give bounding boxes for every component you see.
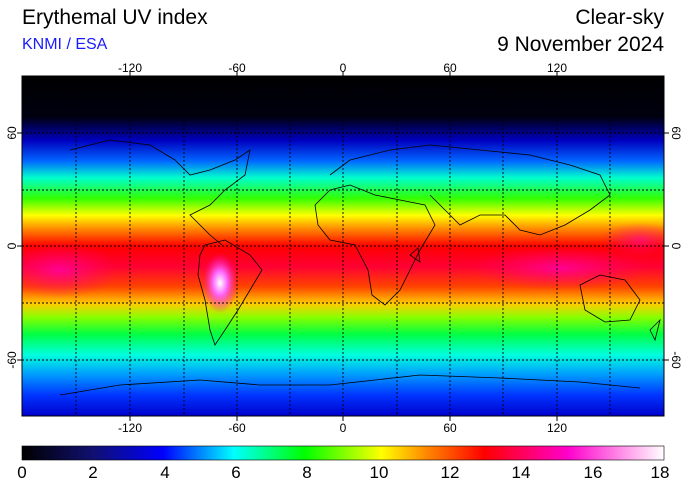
lat-label-left: 0 <box>5 242 19 250</box>
colorbar-label: 2 <box>88 463 98 482</box>
lon-label-top: 60 <box>443 61 457 75</box>
axis-ticks <box>17 71 669 421</box>
colorbar-label: 18 <box>650 463 670 482</box>
lon-label-top: -60 <box>228 61 246 75</box>
lon-label-bottom: 120 <box>546 421 568 435</box>
credit-label: KNMI / ESA <box>22 36 108 53</box>
lon-label-bottom: 0 <box>339 421 347 435</box>
lon-label-top: 0 <box>339 61 347 75</box>
colorbar-label: 14 <box>511 463 531 482</box>
lon-label-top: 120 <box>546 61 568 75</box>
lat-label-right: 0 <box>669 242 683 250</box>
lon-label-top: -120 <box>117 61 143 75</box>
lat-label-left: 60 <box>5 126 19 140</box>
lon-label-bottom: 60 <box>443 421 457 435</box>
colorbar-label: 4 <box>160 463 170 482</box>
lat-label-right: -60 <box>669 351 683 369</box>
colorbar-label: 16 <box>583 463 603 482</box>
sky-condition-label: Clear-sky <box>575 6 664 29</box>
lon-label-bottom: -120 <box>117 421 143 435</box>
colorbar-label: 8 <box>302 463 312 482</box>
lon-label-bottom: -60 <box>228 421 246 435</box>
colorbar-label: 0 <box>17 463 27 482</box>
colorbar-label: 12 <box>440 463 460 482</box>
colorbar-label: 10 <box>369 463 389 482</box>
map-frame <box>21 75 665 417</box>
colorbar-label: 6 <box>231 463 241 482</box>
date-label: 9 November 2024 <box>497 33 664 56</box>
graticule <box>22 76 664 416</box>
lat-label-right: 60 <box>669 126 683 140</box>
map-title: Erythemal UV index <box>22 6 208 29</box>
colorbar <box>21 445 665 461</box>
coastlines <box>59 139 661 396</box>
lat-label-left: -60 <box>5 351 19 369</box>
